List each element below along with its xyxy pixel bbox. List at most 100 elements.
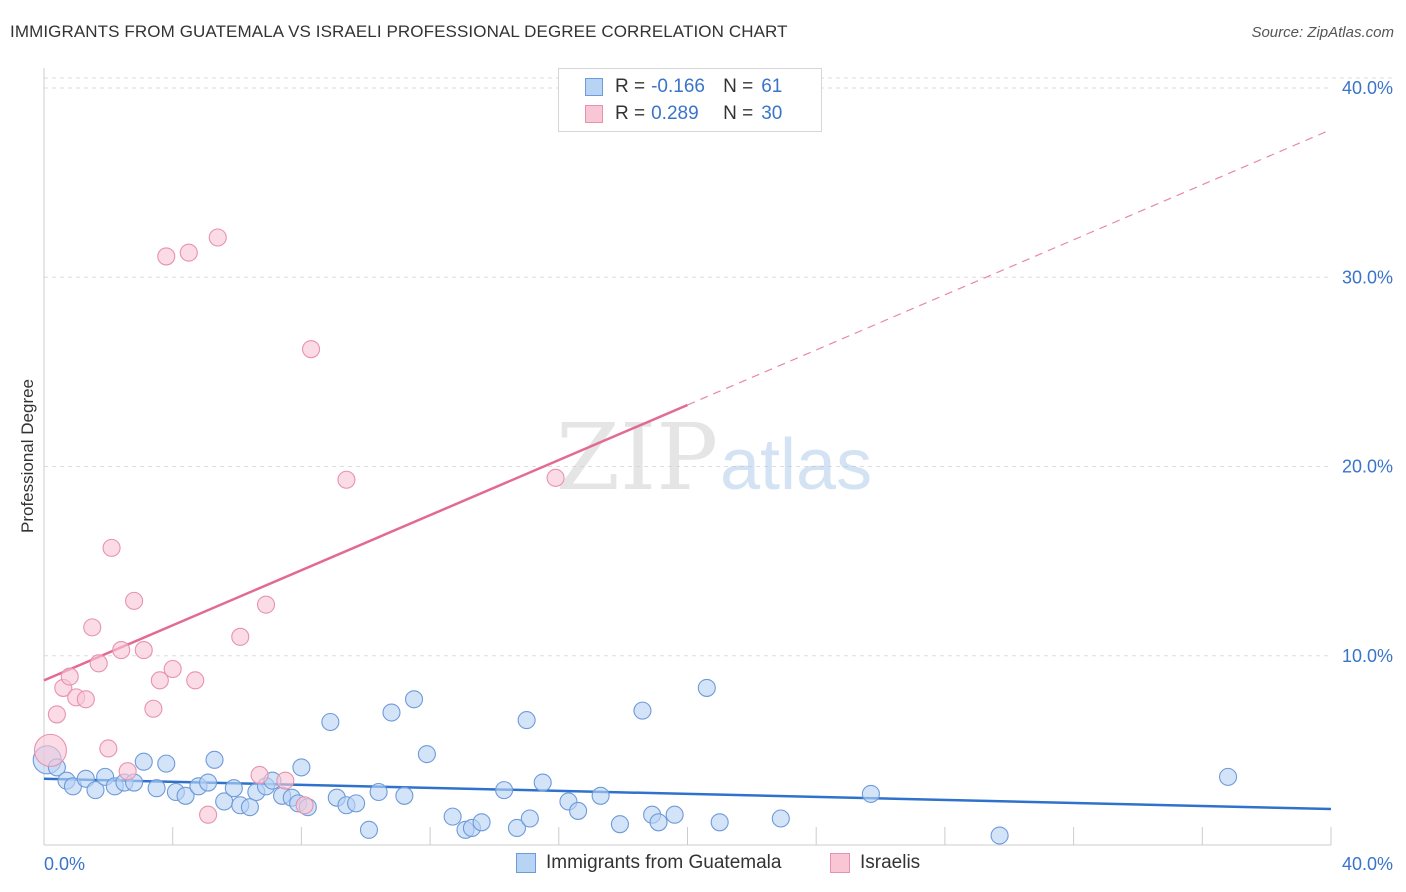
guatemala-point — [176, 786, 195, 805]
source-label: Source: ZipAtlas.com — [1251, 24, 1394, 41]
guatemala-point — [610, 815, 629, 834]
legend-label: Israelis — [860, 852, 921, 873]
pink-swatch-icon — [830, 853, 850, 873]
guatemala-point — [224, 779, 243, 798]
israeli-point — [89, 654, 108, 673]
r-label: R = — [615, 76, 646, 97]
watermark: ZIP atlas — [556, 404, 872, 511]
israeli-point — [33, 733, 67, 767]
pink-swatch-icon — [585, 105, 603, 123]
israeli-point — [546, 468, 565, 487]
israeli-point — [256, 595, 276, 614]
israeli-point — [337, 470, 356, 489]
guatemala-point — [472, 813, 491, 832]
x-tick-label: 40.0% — [1342, 854, 1393, 874]
legend-row-guatemala: R = -0.166 N = 61 — [585, 74, 782, 100]
guatemala-point — [395, 786, 414, 805]
guatemala-point — [569, 801, 588, 820]
guatemala-point — [292, 758, 311, 777]
legend-item-guatemala: Immigrants from Guatemala — [516, 852, 781, 874]
guatemala-point — [520, 809, 539, 828]
legend-label: Immigrants from Guatemala — [546, 852, 782, 873]
israeli-point — [60, 667, 79, 686]
guatemala-point — [710, 813, 729, 832]
guatemala-point — [382, 703, 401, 722]
guatemala-point — [240, 798, 259, 817]
tick-labels: 10.0% 20.0% 30.0% 40.0% 0.0% 40.0% — [44, 78, 1393, 874]
guatemala-point — [533, 773, 552, 792]
israeli-point — [295, 796, 314, 815]
watermark-zip: ZIP — [556, 404, 718, 511]
guatemala-point — [861, 784, 880, 803]
y-tick-label: 40.0% — [1342, 78, 1393, 98]
guatemala-point — [205, 750, 224, 769]
israeli-trend-line — [43, 403, 688, 682]
n-value: 61 — [761, 76, 783, 97]
gridlines — [44, 77, 1393, 657]
israeli-point — [99, 739, 118, 758]
israeli-point — [231, 627, 250, 646]
n-label: N = — [723, 103, 754, 124]
israeli-point — [47, 705, 66, 724]
guatemala-point — [369, 782, 388, 802]
guatemala-point — [507, 818, 527, 838]
guatemala-point — [697, 678, 716, 697]
guatemala-point — [649, 813, 668, 832]
r-value: -0.166 — [651, 76, 705, 97]
guatemala-point — [321, 712, 340, 732]
guatemala-point — [347, 794, 366, 813]
data-points — [32, 228, 1238, 845]
israeli-point — [302, 340, 321, 359]
n-value: 30 — [761, 103, 783, 124]
guatemala-point — [665, 805, 684, 824]
y-tick-label: 10.0% — [1342, 646, 1393, 666]
guatemala-point — [417, 745, 436, 764]
guatemala-point — [134, 752, 153, 771]
guatemala-point — [157, 754, 176, 773]
y-tick-label: 30.0% — [1342, 267, 1393, 287]
guatemala-point — [404, 690, 424, 709]
r-value: 0.289 — [651, 103, 699, 124]
guatemala-point — [86, 781, 105, 800]
r-label: R = — [615, 103, 646, 124]
guatemala-point — [443, 807, 462, 826]
israeli-point — [208, 228, 227, 247]
israeli-point — [250, 765, 269, 785]
israeli-point — [276, 771, 295, 790]
israeli-point — [150, 671, 169, 690]
blue-swatch-icon — [585, 78, 603, 96]
israeli-trend-line-extension — [687, 129, 1332, 406]
series-legend: Immigrants from Guatemala Israelis — [0, 852, 1406, 878]
guatemala-point — [199, 773, 218, 792]
guatemala-point — [495, 781, 514, 800]
blue-swatch-icon — [516, 853, 536, 873]
legend-item-israelis: Israelis — [830, 852, 920, 874]
israeli-point — [125, 591, 144, 610]
guatemala-point — [147, 779, 166, 798]
israeli-point — [157, 247, 176, 266]
israeli-point — [144, 699, 163, 718]
israeli-point — [179, 243, 198, 262]
watermark-atlas: atlas — [720, 425, 872, 505]
israeli-point — [83, 618, 102, 637]
guatemala-point — [591, 786, 610, 805]
israeli-point — [102, 538, 121, 557]
israeli-point — [76, 690, 95, 709]
axes — [43, 68, 1332, 846]
israeli-point — [186, 671, 205, 690]
n-label: N = — [723, 76, 754, 97]
guatemala-point — [1218, 767, 1238, 786]
stats-legend: R = -0.166 N = 61 R = 0.289 N = 30 — [558, 68, 822, 132]
israeli-point — [118, 762, 137, 781]
legend-row-israelis: R = 0.289 N = 30 — [585, 101, 782, 127]
guatemala-point — [990, 826, 1009, 845]
guatemala-point — [517, 711, 536, 730]
israeli-point — [134, 641, 153, 660]
guatemala-point — [633, 701, 652, 720]
guatemala-point — [359, 820, 379, 839]
y-tick-label: 20.0% — [1342, 457, 1393, 477]
israeli-point — [112, 641, 131, 660]
x-tick-label: 0.0% — [44, 854, 85, 874]
guatemala-point — [771, 809, 790, 828]
